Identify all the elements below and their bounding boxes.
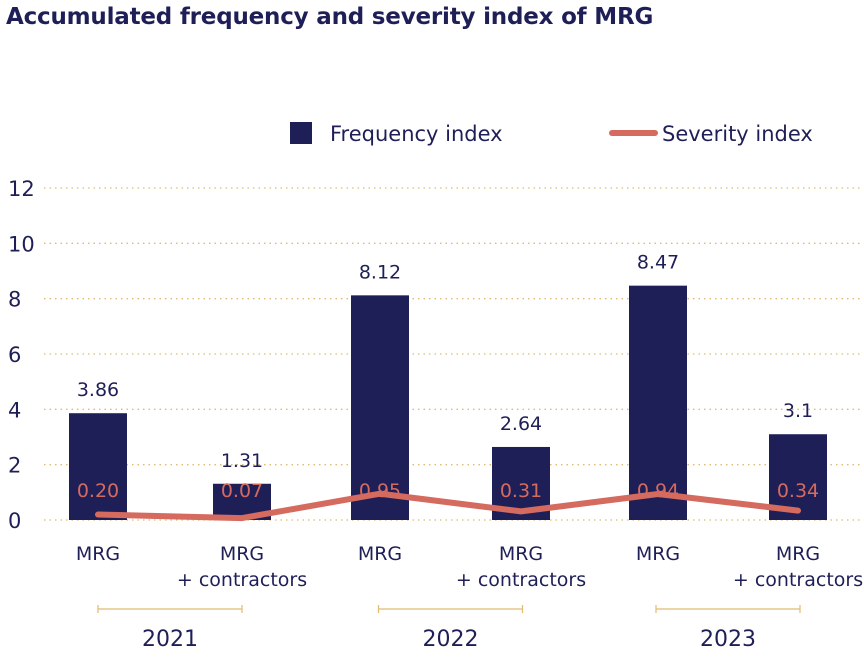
severity-line-path (95, 490, 801, 522)
frequency-bar (351, 295, 409, 520)
x-category-label: MRG (76, 543, 120, 565)
severity-value-labels: 0.20 0.07 0.95 0.31 0.94 0.34 (77, 480, 819, 502)
severity-value-label: 0.20 (77, 480, 119, 502)
bar-value-label: 2.64 (500, 413, 542, 435)
chart-title: Accumulated frequency and severity index… (6, 4, 654, 30)
y-axis: 0 2 4 6 8 10 12 (8, 177, 35, 533)
year-label: 2021 (142, 627, 198, 652)
x-category-label: MRG (636, 543, 680, 565)
gridlines (44, 187, 862, 521)
x-category-label: + contractors (456, 569, 586, 591)
severity-value-label: 0.31 (500, 480, 542, 502)
legend: Frequency index Severity index (290, 122, 813, 146)
x-category-label: MRG (776, 543, 820, 565)
x-category-label: MRG (499, 543, 543, 565)
severity-value-label: 0.07 (221, 480, 263, 502)
x-category-label: + contractors (177, 569, 307, 591)
y-tick-label: 12 (8, 177, 35, 201)
bar-value-label: 8.47 (637, 252, 679, 274)
bar-value-label: 1.31 (221, 450, 263, 472)
x-category-label: MRG (220, 543, 264, 565)
year-label: 2022 (423, 627, 479, 652)
severity-line (95, 490, 801, 522)
y-tick-label: 2 (8, 454, 21, 478)
legend-frequency-label: Frequency index (330, 122, 503, 146)
y-tick-label: 0 (8, 509, 21, 533)
y-tick-label: 8 (8, 288, 21, 312)
severity-value-label: 0.94 (637, 480, 679, 502)
x-category-label: + contractors (733, 569, 863, 591)
y-tick-label: 6 (8, 343, 21, 367)
year-label: 2023 (700, 627, 756, 652)
year-groups: 2021 2022 2023 (97, 605, 801, 652)
legend-severity-label: Severity index (662, 122, 813, 146)
frequency-bars (69, 285, 827, 520)
bar-value-label: 3.1 (783, 400, 813, 422)
x-category-label: MRG (358, 543, 402, 565)
frequency-bar (629, 285, 687, 520)
bar-value-labels: 3.86 1.31 8.12 2.64 8.47 3.1 (77, 252, 813, 472)
frequency-bar (69, 413, 127, 520)
legend-frequency-swatch (290, 122, 312, 144)
y-tick-label: 4 (8, 398, 21, 422)
severity-value-label: 0.95 (359, 480, 401, 502)
bar-value-label: 3.86 (77, 379, 119, 401)
severity-value-label: 0.34 (777, 480, 819, 502)
x-axis-categories: MRG MRG + contractors MRG MRG + contractors MR… (76, 543, 863, 591)
bar-value-label: 8.12 (359, 261, 401, 283)
y-tick-label: 10 (8, 232, 35, 256)
